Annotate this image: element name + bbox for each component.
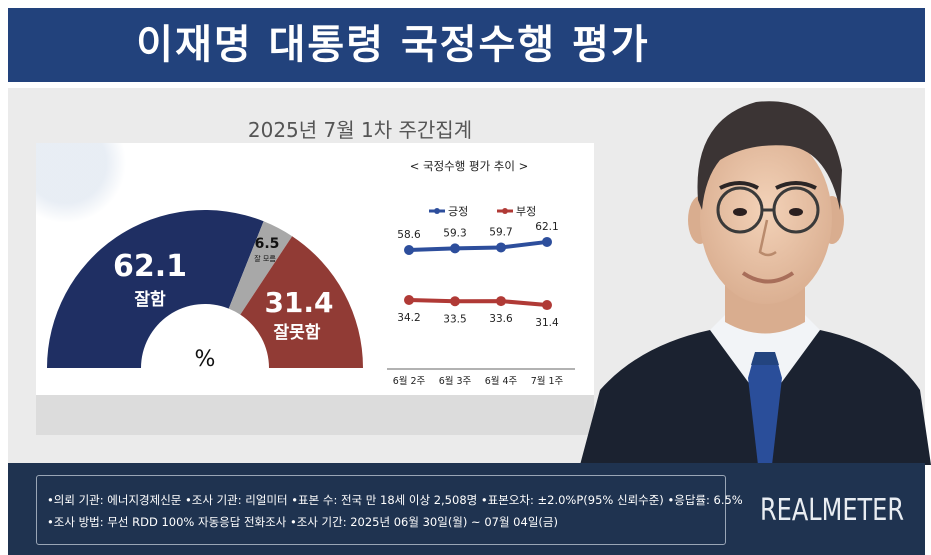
slice-unknown xyxy=(228,221,293,315)
approve-value: 62.1 xyxy=(113,249,187,284)
footer: •의뢰 기관: 에너지경제신문 •조사 기관: 리얼미터 •표본 수: 전국 만… xyxy=(8,463,925,555)
survey-info-box: •의뢰 기관: 에너지경제신문 •조사 기관: 리얼미터 •표본 수: 전국 만… xyxy=(36,475,743,545)
trend-title: < 국정수행 평가 추이 > xyxy=(410,159,529,173)
legend-negative-label: 부정 xyxy=(516,205,536,218)
half-donut-chart: 62.1 잘함 6.5 잘 모름 31.4 잘못함 % xyxy=(47,209,363,372)
survey-info-line-1: •의뢰 기관: 에너지경제신문 •조사 기관: 리얼미터 •표본 수: 전국 만… xyxy=(47,493,743,507)
label-neg-0: 34.2 xyxy=(397,312,420,324)
title-bar: 이재명 대통령 국정수행 평가 xyxy=(8,8,925,82)
president-portrait xyxy=(580,101,931,465)
point-neg-3 xyxy=(542,300,552,311)
series-negative-line xyxy=(407,298,549,308)
point-pos-2 xyxy=(496,242,506,253)
label-pos-3: 62.1 xyxy=(535,221,558,233)
x-tick-label-2: 6월 4주 xyxy=(485,375,518,387)
label-neg-1: 33.5 xyxy=(443,313,466,325)
unknown-label: 잘 모름 xyxy=(254,255,276,263)
trend-line-chart: < 국정수행 평가 추이 > 긍정 부정 58.6 59.3 59.7 62.1 34… xyxy=(387,159,575,387)
percent-unit: % xyxy=(195,347,216,372)
label-pos-2: 59.7 xyxy=(489,226,512,238)
unknown-value: 6.5 xyxy=(255,236,280,252)
x-tick-label-1: 6월 3주 xyxy=(439,375,472,387)
point-pos-1 xyxy=(450,243,460,254)
approve-label: 잘함 xyxy=(134,289,166,310)
legend-positive: 긍정 xyxy=(429,205,468,218)
slice-approve xyxy=(47,209,264,368)
label-pos-0: 58.6 xyxy=(397,229,421,241)
legend-negative-dot xyxy=(502,208,508,214)
series-positive-line xyxy=(407,239,549,252)
survey-info-line-2: •조사 방법: 무선 RDD 100% 자동응답 전화조사 •조사 기간: 20… xyxy=(47,515,558,529)
point-neg-2 xyxy=(496,296,506,307)
disapprove-value: 31.4 xyxy=(264,286,333,319)
realmeter-logo: REALMETER xyxy=(760,493,904,528)
page-title: 이재명 대통령 국정수행 평가 xyxy=(136,22,650,68)
point-pos-3 xyxy=(542,236,552,247)
legend-positive-dot xyxy=(434,208,440,214)
chart-subtitle: 2025년 7월 1차 주간집계 xyxy=(247,118,473,142)
label-neg-2: 33.6 xyxy=(489,313,513,325)
x-tick-label-0: 6월 2주 xyxy=(393,375,426,387)
slice-disapprove xyxy=(240,236,363,368)
legend-positive-label: 긍정 xyxy=(448,205,468,218)
legend-negative: 부정 xyxy=(497,205,536,218)
disapprove-label: 잘못함 xyxy=(274,322,321,343)
label-pos-1: 59.3 xyxy=(443,227,466,239)
label-neg-3: 31.4 xyxy=(535,317,559,329)
point-neg-1 xyxy=(450,296,460,307)
point-pos-0 xyxy=(404,245,414,255)
x-tick-label-3: 7월 1주 xyxy=(531,375,564,387)
point-neg-0 xyxy=(404,295,414,305)
panel-strip xyxy=(36,395,594,435)
